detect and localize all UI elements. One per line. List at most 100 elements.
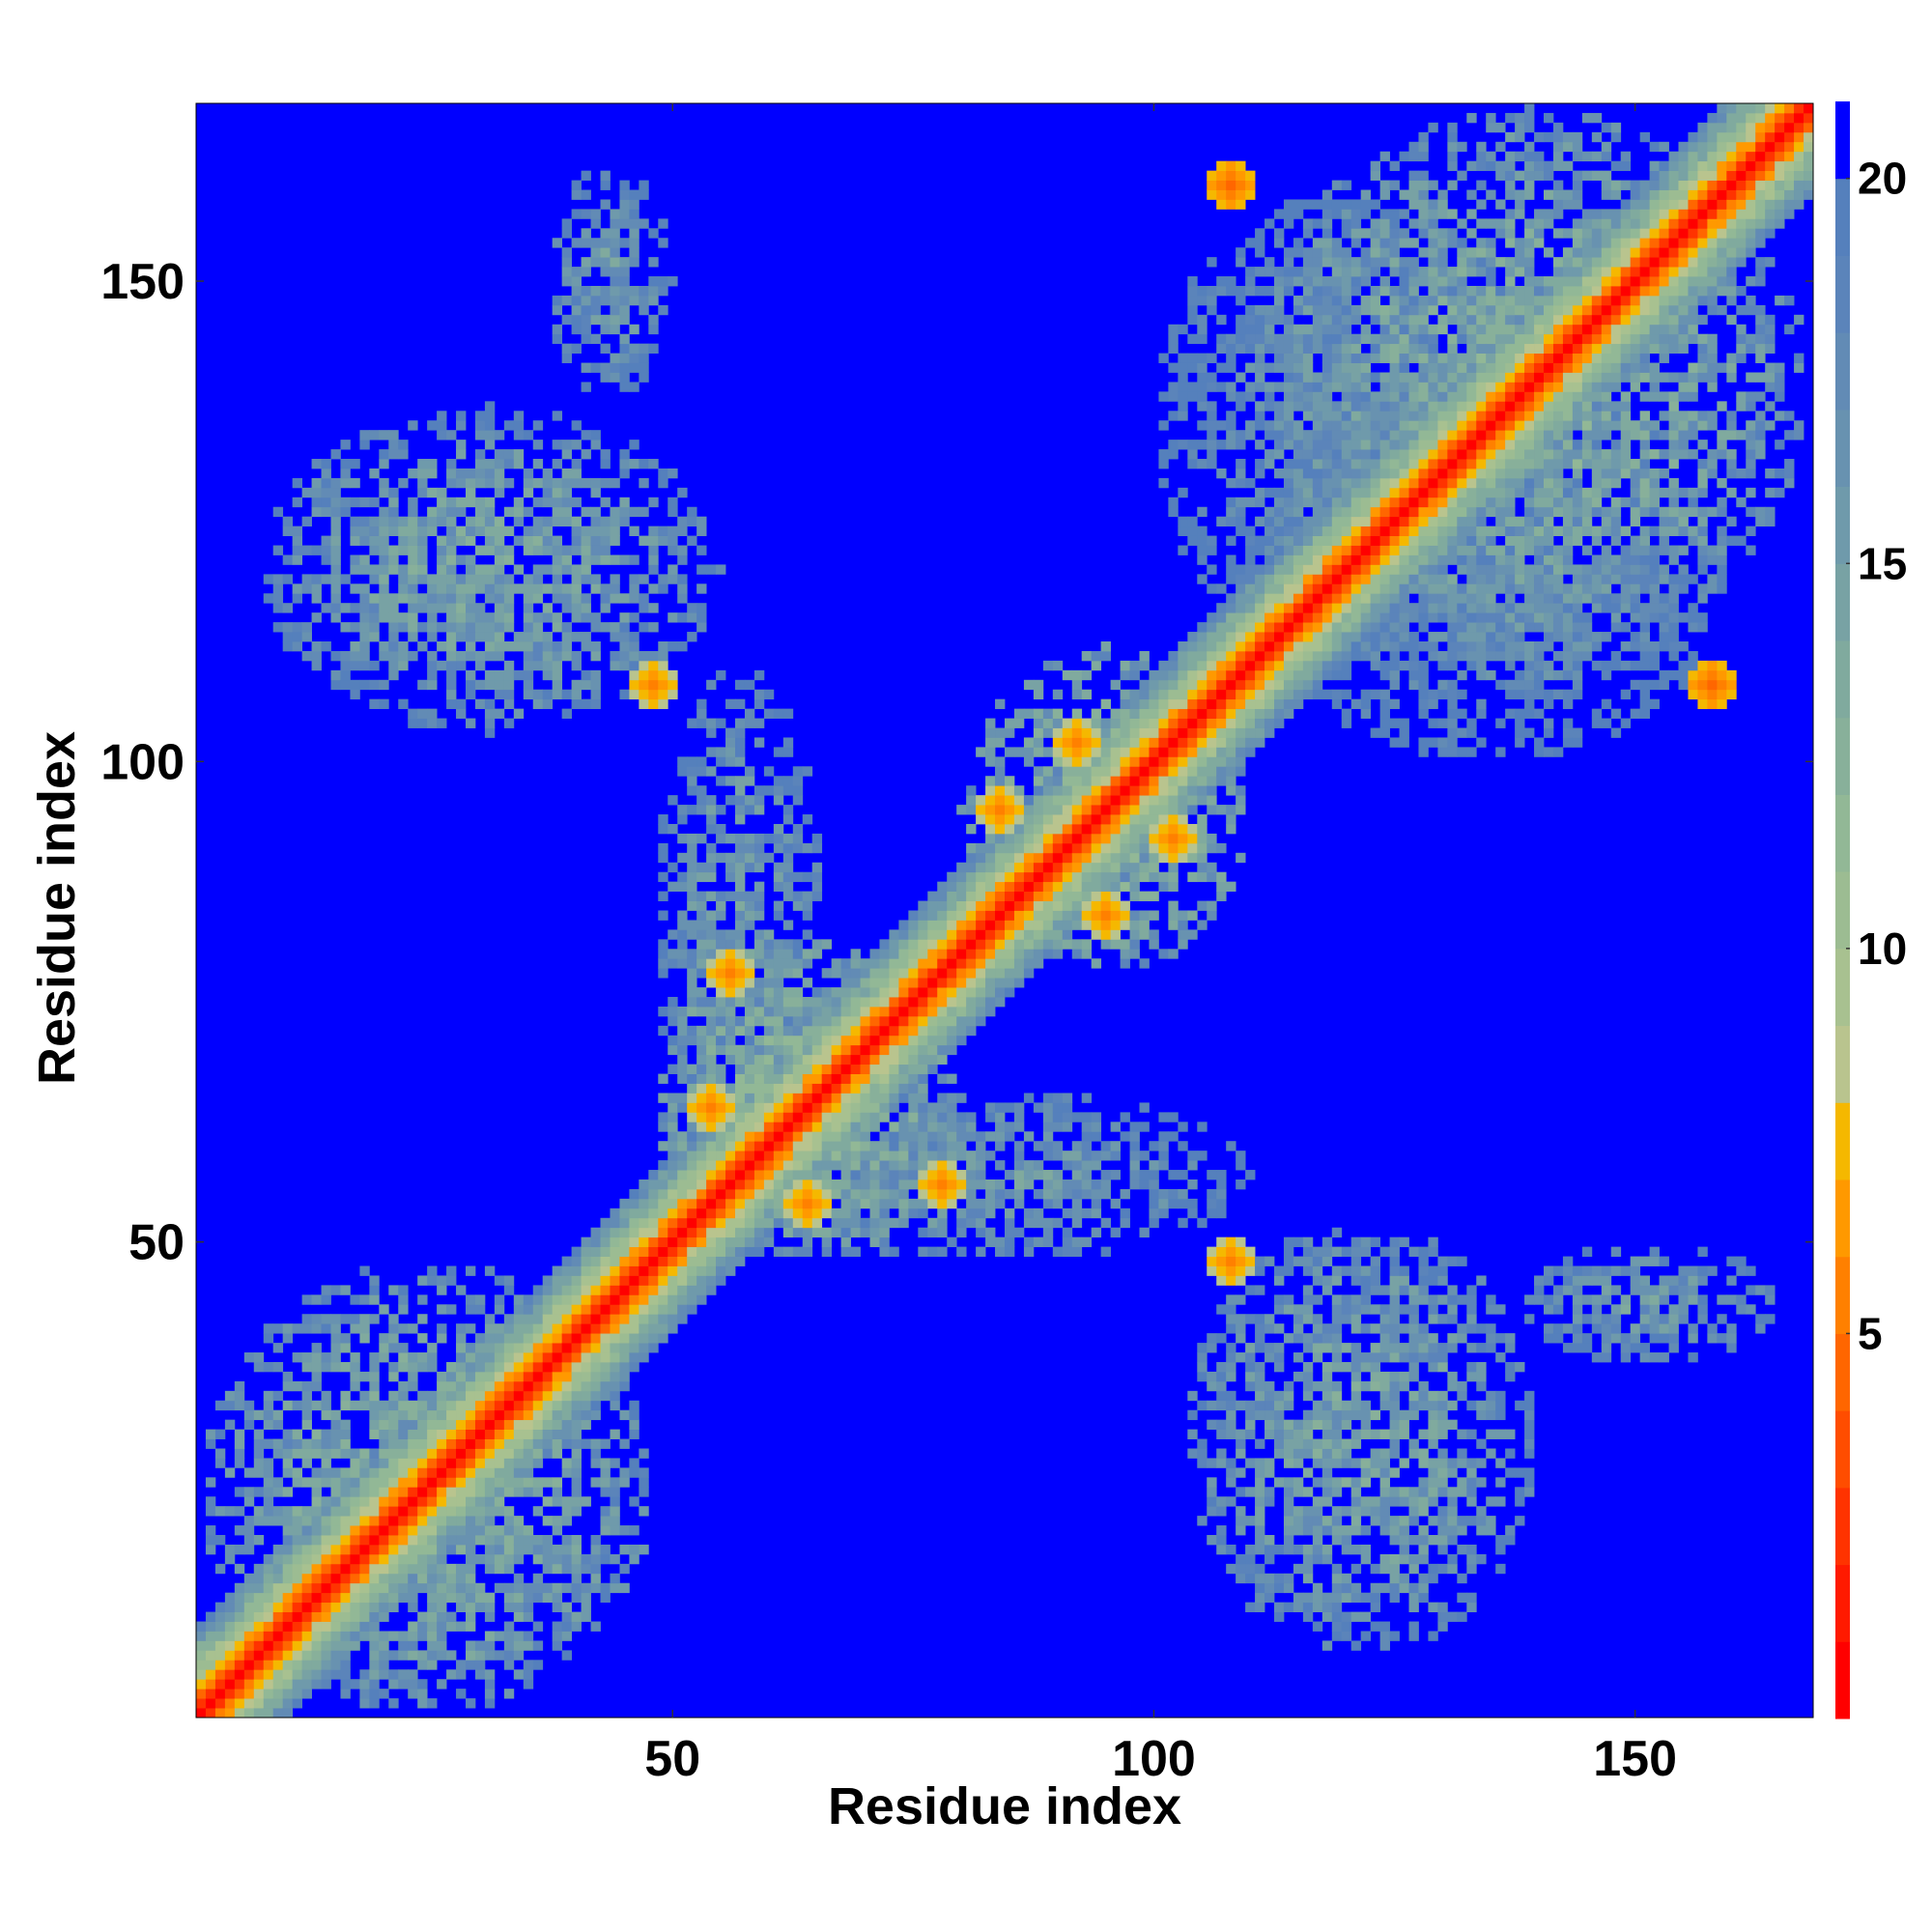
- heatmap-cell: [706, 679, 717, 691]
- heatmap-cell: [1120, 756, 1130, 767]
- heatmap-cell: [1120, 727, 1130, 738]
- heatmap-cell: [716, 1217, 726, 1229]
- heatmap-cell: [696, 1208, 707, 1219]
- heatmap-cell: [571, 189, 582, 200]
- heatmap-cell: [918, 1073, 928, 1084]
- heatmap-cell: [821, 1188, 833, 1200]
- heatmap-cell: [311, 612, 322, 623]
- heatmap-cell: [513, 1361, 525, 1373]
- heatmap-cell: [1245, 180, 1256, 190]
- heatmap-cell: [753, 1064, 765, 1074]
- heatmap-cell: [466, 1602, 476, 1612]
- heatmap-cell: [494, 1458, 505, 1468]
- heatmap-cell: [753, 929, 765, 940]
- heatmap-cell: [1226, 160, 1236, 172]
- heatmap-cell: [340, 1390, 351, 1402]
- heatmap-cell: [976, 1208, 986, 1219]
- heatmap-cell: [408, 497, 418, 508]
- heatmap-cell: [581, 1343, 591, 1353]
- heatmap-cell: [359, 516, 370, 527]
- heatmap-cell: [484, 1592, 496, 1604]
- heatmap-cell: [571, 593, 582, 604]
- heatmap-cell: [811, 1073, 823, 1084]
- heatmap-cell: [1129, 727, 1140, 738]
- heatmap-cell: [619, 209, 630, 219]
- heatmap-cell: [1187, 1448, 1198, 1459]
- heatmap-cell: [446, 603, 457, 613]
- heatmap-cell: [1197, 1151, 1208, 1161]
- heatmap-cell: [600, 1285, 611, 1295]
- heatmap-cell: [484, 1419, 496, 1431]
- heatmap-cell: [947, 910, 957, 921]
- heatmap-cell: [456, 612, 467, 623]
- heatmap-cell: [292, 477, 302, 489]
- heatmap-cell: [821, 1236, 833, 1248]
- heatmap-cell: [898, 978, 909, 988]
- heatmap-cell: [840, 1006, 851, 1017]
- heatmap-cell: [1207, 440, 1217, 450]
- heatmap-cell: [648, 1265, 659, 1276]
- heatmap-cell: [301, 650, 312, 662]
- heatmap-cell: [1042, 823, 1054, 835]
- heatmap-cell: [782, 987, 794, 998]
- heatmap-cell: [417, 593, 428, 604]
- heatmap-cell: [581, 1236, 591, 1248]
- heatmap-cell: [282, 1563, 294, 1575]
- heatmap-cell: [687, 1227, 697, 1238]
- heatmap-cell: [1033, 718, 1044, 728]
- heatmap-cell: [619, 497, 630, 508]
- heatmap-cell: [629, 1400, 639, 1411]
- heatmap-cell: [311, 1323, 322, 1334]
- heatmap-cell: [398, 1448, 409, 1459]
- heatmap-cell: [869, 1083, 880, 1094]
- heatmap-cell: [350, 1621, 360, 1632]
- heatmap-cell: [1168, 660, 1179, 671]
- heatmap-cell: [706, 1112, 717, 1122]
- heatmap-cell: [1168, 910, 1179, 921]
- heatmap-cell: [1158, 949, 1169, 959]
- heatmap-cell: [879, 1217, 890, 1229]
- heatmap-cell: [272, 1361, 284, 1373]
- heatmap-cell: [379, 1343, 389, 1353]
- heatmap-cell: [629, 1294, 639, 1305]
- heatmap-cell: [513, 516, 525, 527]
- heatmap-cell: [301, 1621, 312, 1632]
- heatmap-cell: [1091, 929, 1102, 940]
- heatmap-cell: [340, 1592, 351, 1604]
- heatmap-cell: [869, 1151, 880, 1161]
- heatmap-cell: [792, 871, 804, 883]
- heatmap-cell: [1168, 708, 1179, 719]
- heatmap-cell: [398, 1487, 409, 1497]
- heatmap-cell: [937, 1054, 948, 1065]
- heatmap-cell: [976, 1179, 986, 1190]
- heatmap-cell: [753, 785, 765, 796]
- heatmap-cell: [956, 1217, 967, 1229]
- heatmap-cell: [542, 1535, 554, 1546]
- heatmap-cell: [831, 1160, 841, 1171]
- heatmap-cell: [648, 324, 659, 335]
- heatmap-cell: [590, 545, 601, 555]
- heatmap-cell: [523, 1602, 534, 1612]
- heatmap-cell: [840, 1160, 851, 1171]
- heatmap-cell: [716, 1208, 726, 1219]
- heatmap-cell: [234, 1525, 245, 1536]
- heatmap-cell: [1226, 708, 1236, 719]
- heatmap-cell: [687, 1112, 697, 1122]
- heatmap-cell: [523, 1409, 534, 1421]
- heatmap-cell: [1129, 785, 1140, 796]
- heatmap-cell: [1023, 1179, 1035, 1190]
- heatmap-cell: [456, 411, 467, 421]
- heatmap-cell: [927, 1198, 938, 1209]
- heatmap-cell: [1129, 1179, 1140, 1190]
- heatmap-cell: [937, 1044, 948, 1056]
- heatmap-cell: [494, 487, 505, 498]
- heatmap-cell: [321, 1650, 331, 1661]
- heatmap-cell: [735, 756, 746, 767]
- heatmap-cell: [427, 1265, 438, 1276]
- heatmap-cell: [677, 487, 688, 498]
- heatmap-cell: [1216, 747, 1227, 757]
- heatmap-cell: [840, 1064, 851, 1074]
- heatmap-cell: [918, 1131, 928, 1142]
- heatmap-cell: [474, 574, 486, 584]
- heatmap-cell: [205, 1525, 216, 1536]
